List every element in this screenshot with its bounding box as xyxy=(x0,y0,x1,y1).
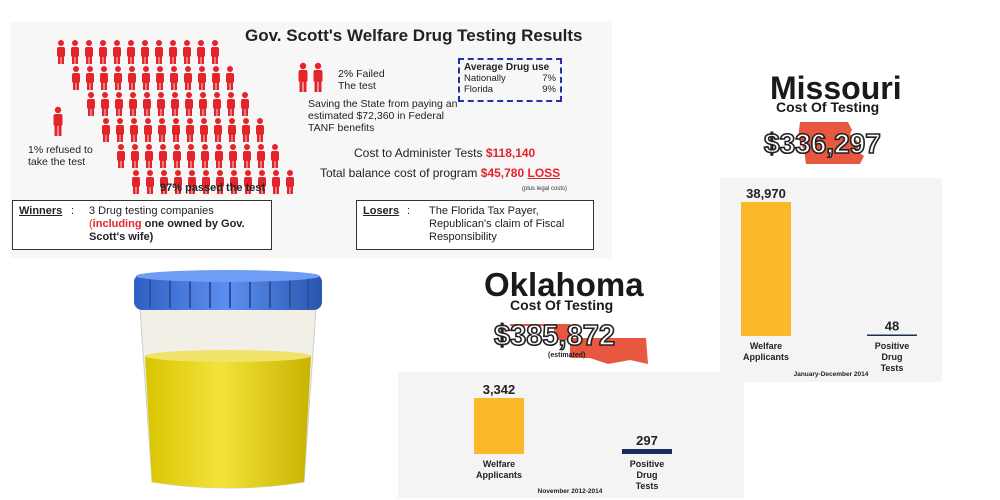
failed-label: 2% Failed The test xyxy=(338,68,385,92)
category-label: Welfare xyxy=(483,459,515,469)
winners-line2: one owned by Gov. Scott's wife) xyxy=(89,218,245,243)
total-value: $45,780 xyxy=(480,166,525,180)
cost-administer-line: Cost to Administer Tests $118,140 xyxy=(354,146,535,160)
category-label: Positive xyxy=(630,459,665,469)
category-label: Positive xyxy=(875,341,910,351)
category-label: Applicants xyxy=(476,470,522,480)
category-label: Welfare xyxy=(750,341,782,351)
failed-people-icon xyxy=(298,62,323,92)
oklahoma-cost: $385,872 xyxy=(493,319,616,353)
legal-note: (plus legal costs) xyxy=(522,186,568,192)
bar-value-label: 297 xyxy=(636,433,658,448)
bar-value-label: 3,342 xyxy=(483,382,516,397)
oklahoma-title: Oklahoma xyxy=(484,266,644,303)
winners-key: Winners xyxy=(19,205,63,217)
category-label: Applicants xyxy=(743,352,789,362)
refused-line2: take the test xyxy=(28,156,86,168)
missouri-title: Missouri xyxy=(770,70,902,106)
missouri-map-icon xyxy=(798,122,864,164)
winners-line1: 3 Drug testing companies xyxy=(89,205,214,217)
average-row-label: Nationally xyxy=(464,73,506,84)
losers-text: The Florida Tax Payer, Republican's clai… xyxy=(429,205,565,243)
category-label: Tests xyxy=(881,363,904,373)
winners-text: 3 Drug testing companies (including one … xyxy=(89,205,269,244)
urine-sample-cup-image xyxy=(134,270,322,489)
category-label: Tests xyxy=(636,481,659,491)
winners-including: including xyxy=(92,218,142,230)
florida-infographic: Gov. Scott's Welfare Drug Testing Result… xyxy=(10,22,612,258)
category-label: Drug xyxy=(637,470,658,480)
loss-label: LOSS xyxy=(527,166,561,180)
losers-box: Losers: The Florida Tax Payer, Republica… xyxy=(356,200,594,250)
failed-line1: 2% Failed xyxy=(338,68,385,80)
average-row-florida: Florida 9% xyxy=(464,84,556,95)
oklahoma-estimated: (estimated) xyxy=(548,352,586,359)
cost-value: $118,140 xyxy=(485,146,536,160)
people-crowd-icon xyxy=(57,40,294,194)
average-heading: Average Drug use xyxy=(464,62,550,73)
missouri-subtitle: Cost Of Testing xyxy=(776,99,880,115)
refused-person-icon xyxy=(53,106,63,136)
average-row-value: 9% xyxy=(542,84,556,95)
losers-colon: : xyxy=(407,205,411,217)
average-row-national: Nationally 7% xyxy=(464,73,556,84)
bar-1 xyxy=(622,449,672,454)
failed-line2: The test xyxy=(338,80,376,92)
average-row-label: Florida xyxy=(464,84,494,95)
winners-colon: : xyxy=(71,205,75,217)
oklahoma-subtitle: Cost Of Testing xyxy=(510,297,614,313)
missouri-cost: $336,297 xyxy=(763,127,881,160)
average-drug-use-box: Average Drug use Nationally 7% Florida 9… xyxy=(458,58,562,102)
refused-label: 1% refused to take the test xyxy=(28,144,93,168)
total-label: Total balance cost of program xyxy=(320,166,478,180)
average-row-value: 7% xyxy=(542,73,556,84)
savings-label: Saving the State from paying an estimate… xyxy=(308,98,458,134)
bar-0 xyxy=(474,398,524,454)
bar-0 xyxy=(741,202,791,336)
bar-1 xyxy=(867,334,917,336)
bar-value-label: 48 xyxy=(885,319,899,334)
chart-period-label: November 2012-2014 xyxy=(538,488,603,495)
refused-line1: 1% refused to xyxy=(28,144,93,156)
florida-title: Gov. Scott's Welfare Drug Testing Result… xyxy=(245,26,583,45)
total-balance-line: Total balance cost of program $45,780 LO… xyxy=(320,166,560,180)
winners-box: Winners: 3 Drug testing companies (inclu… xyxy=(12,200,272,250)
winners-paren: ( xyxy=(89,218,93,230)
category-label: Drug xyxy=(882,352,903,362)
passed-label: 97% passed the test xyxy=(160,182,266,194)
bar-value-label: 38,970 xyxy=(746,186,786,201)
cost-label: Cost to Administer Tests xyxy=(354,146,483,160)
oklahoma-map-icon xyxy=(510,324,648,364)
losers-key: Losers xyxy=(363,205,400,217)
chart-period-label: January-December 2014 xyxy=(794,371,869,378)
